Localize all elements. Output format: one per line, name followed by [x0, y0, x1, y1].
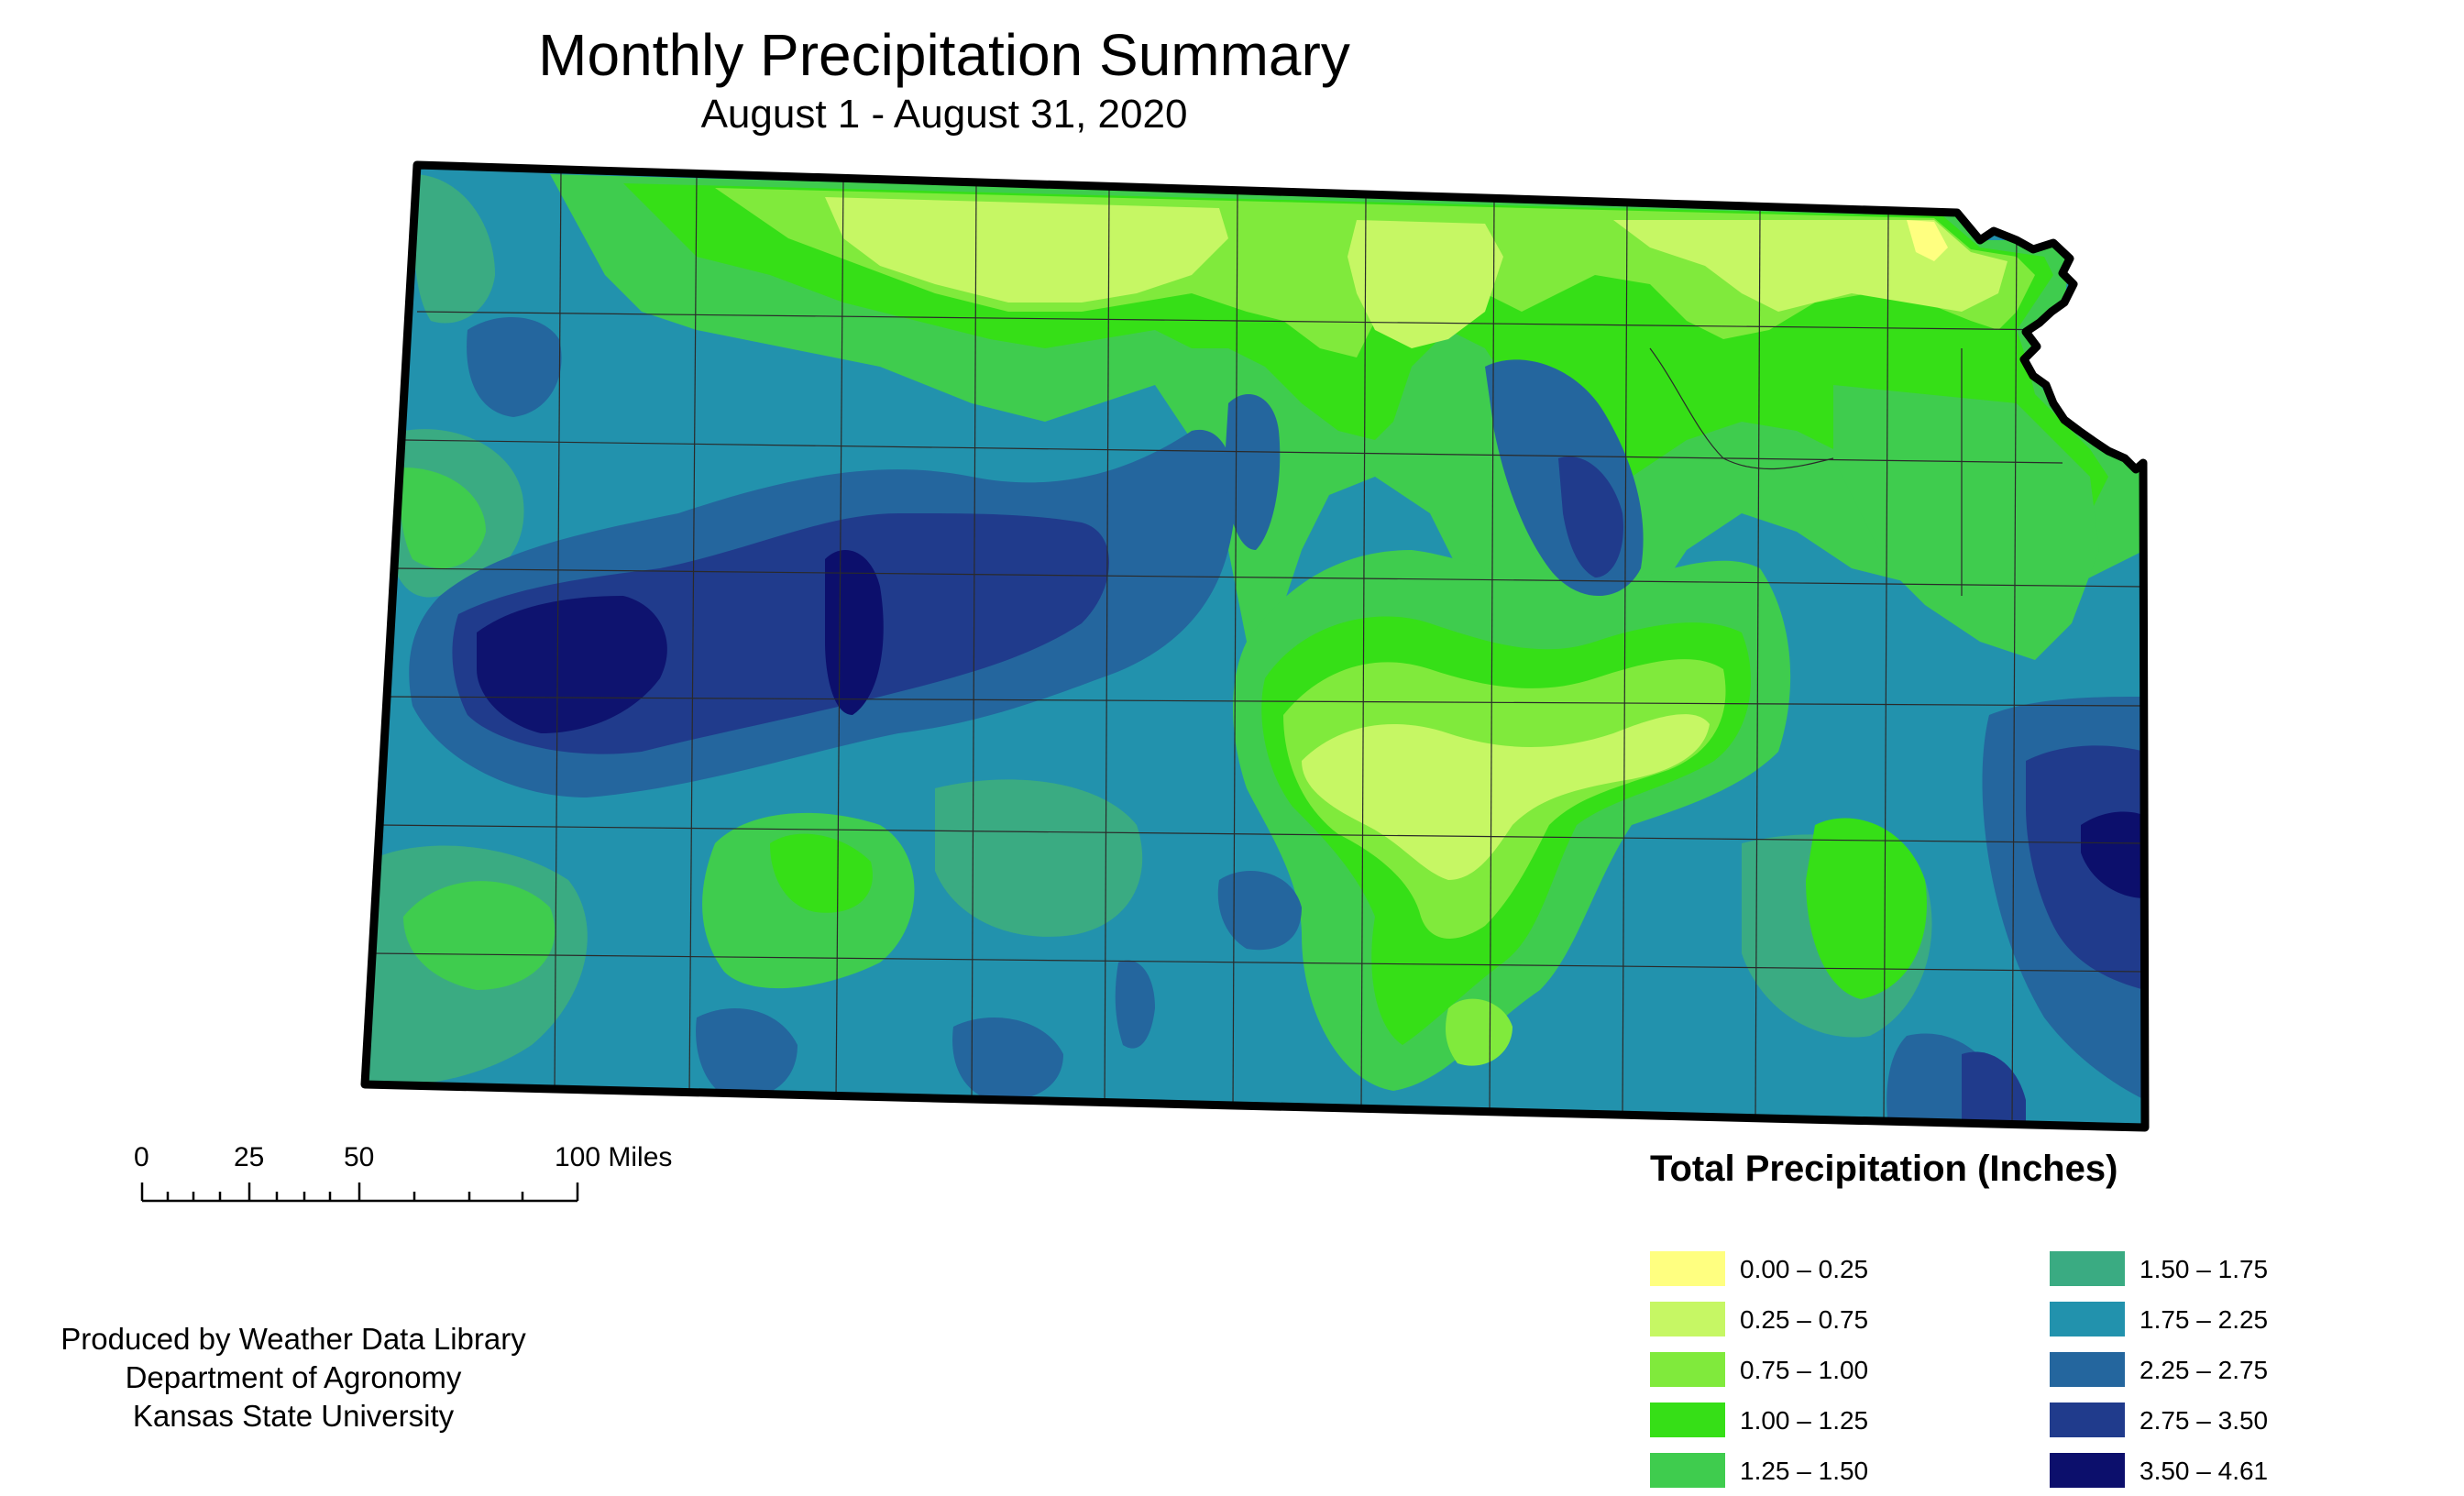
legend-label: 3.50 – 4.61 [2140, 1457, 2269, 1485]
scale-label-25: 25 [234, 1142, 265, 1172]
precipitation-contours [365, 165, 2145, 1128]
legend-swatch [2050, 1453, 2125, 1488]
kansas-state-outline [360, 160, 2150, 1132]
legend-swatch [2050, 1352, 2125, 1387]
legend-label: 1.75 – 2.25 [2140, 1305, 2269, 1334]
scale-label-50: 50 [344, 1142, 375, 1172]
scale-bar [140, 1182, 579, 1203]
credit-line-2: Department of Agronomy [125, 1360, 462, 1394]
legend-swatch [1650, 1251, 1725, 1286]
scale-label-0: 0 [134, 1142, 149, 1172]
legend-label: 1.50 – 1.75 [2140, 1255, 2269, 1283]
legend-swatch [2050, 1302, 2125, 1336]
legend-label: 0.25 – 0.75 [1740, 1305, 1869, 1334]
scale-label-100-miles: 100 Miles [555, 1142, 673, 1172]
map-title: Monthly Precipitation Summary [538, 22, 1350, 88]
legend-title: Total Precipitation (Inches) [1650, 1149, 2118, 1189]
legend-swatch [1650, 1352, 1725, 1387]
map-subtitle: August 1 - August 31, 2020 [700, 92, 1188, 137]
legend-label: 2.75 – 3.50 [2140, 1406, 2269, 1435]
legend-label: 0.75 – 1.00 [1740, 1356, 1869, 1384]
legend-swatch [1650, 1402, 1725, 1437]
legend-swatch [1650, 1302, 1725, 1336]
legend-swatch [2050, 1402, 2125, 1437]
legend-label: 0.00 – 0.25 [1740, 1255, 1869, 1283]
legend-label: 1.00 – 1.25 [1740, 1406, 1869, 1435]
credit-line-1: Produced by Weather Data Library [60, 1322, 526, 1356]
legend-swatch [1650, 1453, 1725, 1488]
legend-swatch [2050, 1251, 2125, 1286]
county-boundaries [370, 169, 2145, 1128]
credit-line-3: Kansas State University [132, 1399, 455, 1433]
credit-block: Produced by Weather Data Library Departm… [37, 1320, 550, 1436]
legend-label: 2.25 – 2.75 [2140, 1356, 2269, 1384]
legend-label: 1.25 – 1.50 [1740, 1457, 1869, 1485]
